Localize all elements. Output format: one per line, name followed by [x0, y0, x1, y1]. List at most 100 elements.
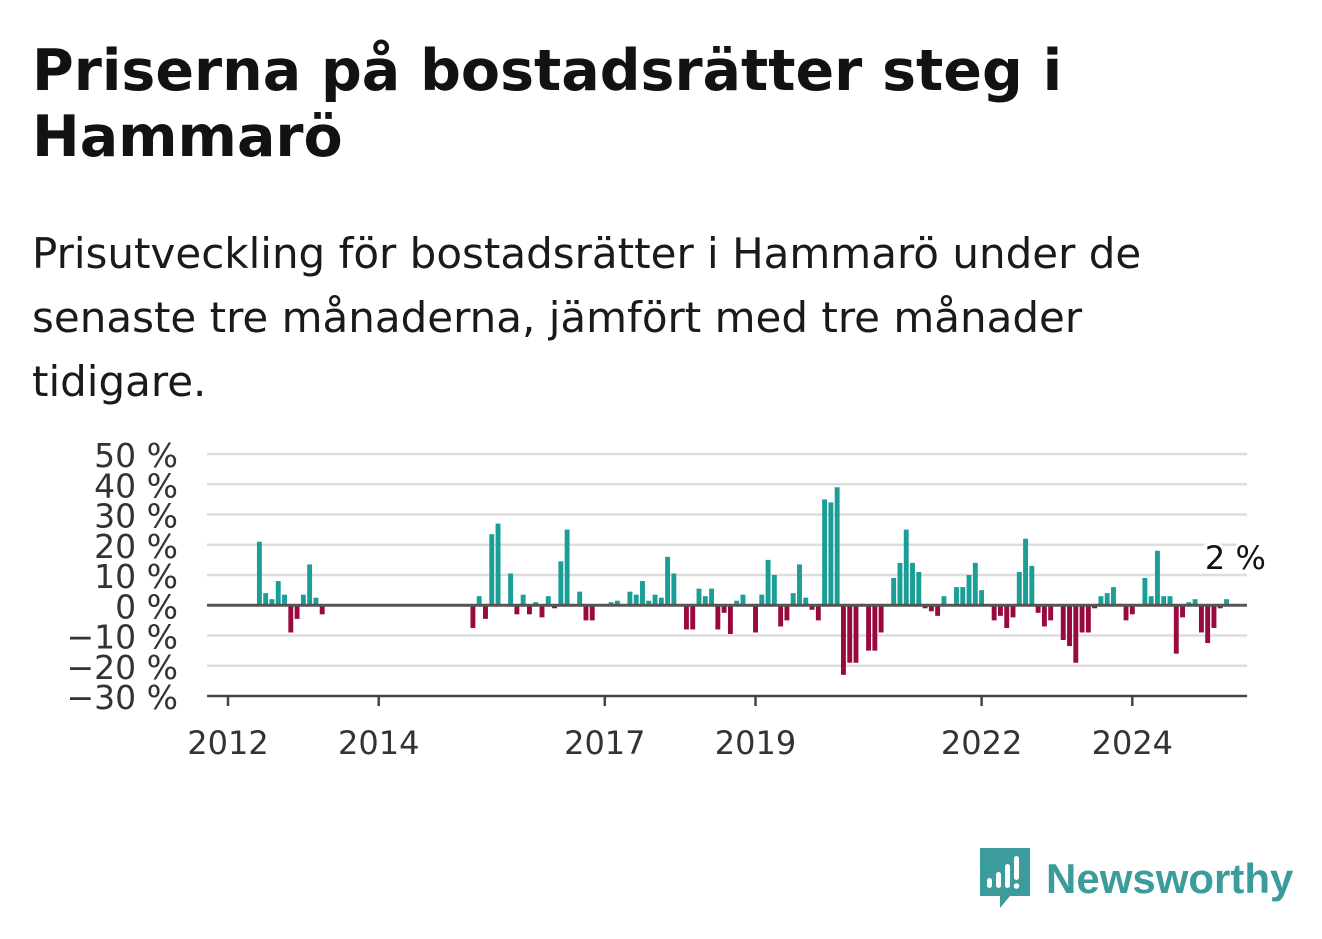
- bar: [690, 605, 696, 630]
- bar: [1048, 605, 1054, 621]
- bar: [652, 594, 658, 606]
- bar: [853, 605, 859, 663]
- bar: [941, 596, 947, 606]
- bar: [294, 605, 300, 619]
- bar: [282, 594, 287, 606]
- bar: [997, 605, 1003, 616]
- bar: [627, 591, 633, 606]
- bar: [614, 600, 620, 606]
- bar: [489, 534, 495, 606]
- bar: [1029, 565, 1035, 606]
- bar: [307, 564, 313, 606]
- bar: [809, 605, 815, 610]
- bar: [916, 571, 922, 606]
- x-tick-label: 2024: [1092, 724, 1173, 760]
- bar: [866, 605, 872, 651]
- y-tick-label: −30 %: [67, 678, 179, 717]
- bar: [759, 594, 765, 606]
- bar: [646, 600, 652, 606]
- bar: [715, 605, 721, 630]
- bar: [577, 591, 583, 606]
- y-tick-label: 20 %: [94, 527, 178, 566]
- bar: [803, 597, 809, 606]
- bar: [979, 590, 985, 606]
- bar: [1129, 605, 1135, 615]
- bar: [1205, 605, 1211, 644]
- bar: [903, 529, 909, 606]
- bar: [784, 605, 790, 621]
- bar: [683, 605, 689, 630]
- bar: [269, 599, 275, 606]
- bar: [696, 588, 702, 606]
- brand-name: Newsworthy: [1046, 855, 1294, 902]
- bar: [1035, 605, 1041, 613]
- bar: [935, 605, 941, 616]
- bar: [972, 562, 978, 606]
- bar: [476, 596, 482, 606]
- bar: [922, 605, 928, 609]
- bar: [778, 605, 784, 627]
- y-axis-tick-labels: 50 %40 %30 %20 %10 %0 %−10 %−20 %−30 %: [67, 436, 179, 717]
- bar: [790, 593, 796, 606]
- bar: [960, 587, 966, 606]
- bar: [640, 581, 645, 606]
- y-tick-label: 0 %: [115, 587, 178, 626]
- bar: [300, 594, 306, 606]
- bar-chart: 50 %40 %30 %20 %10 %0 %−10 %−20 %−30 % 2…: [67, 436, 1269, 760]
- bar: [256, 541, 262, 606]
- bar: [709, 588, 715, 606]
- bar: [288, 605, 294, 633]
- bar: [1154, 550, 1160, 606]
- bar: [508, 573, 514, 606]
- bar: [583, 605, 589, 621]
- bar: [1098, 596, 1104, 606]
- x-tick-label: 2017: [564, 724, 645, 760]
- bar: [753, 605, 758, 633]
- bar: [1073, 605, 1079, 663]
- y-tick-label: −10 %: [67, 618, 179, 657]
- bar: [740, 594, 746, 606]
- bar: [313, 597, 319, 606]
- bar: [1148, 596, 1154, 606]
- bars: [256, 487, 1229, 675]
- bar: [1192, 599, 1198, 606]
- bar: [702, 596, 708, 606]
- bar: [910, 562, 915, 606]
- bar: [1211, 605, 1217, 628]
- x-tick-label: 2019: [715, 724, 796, 760]
- x-tick-label: 2014: [338, 724, 419, 760]
- bar: [589, 605, 595, 621]
- bar: [1092, 605, 1098, 609]
- bar: [545, 596, 551, 606]
- bar: [1067, 605, 1072, 647]
- bar: [552, 605, 558, 609]
- bar: [1004, 605, 1010, 628]
- bar: [1079, 605, 1085, 633]
- bar: [822, 499, 828, 606]
- bar: [564, 529, 570, 606]
- bar: [797, 564, 802, 606]
- bar: [558, 561, 564, 606]
- gridlines: [207, 452, 1247, 667]
- brand: Newsworthy: [980, 848, 1293, 910]
- bar: [608, 602, 614, 606]
- bar: [878, 605, 884, 633]
- y-tick-label: 30 %: [94, 497, 178, 536]
- bar: [721, 605, 727, 613]
- bar: [966, 575, 972, 606]
- bar: [1198, 605, 1204, 633]
- bar: [1104, 593, 1110, 606]
- bar: [1085, 605, 1091, 633]
- bar: [1016, 571, 1022, 606]
- chart-subtitle: Prisutveckling för bostadsrätter i Hamma…: [32, 229, 1142, 406]
- bar: [840, 605, 846, 675]
- annotations: 2 %: [1202, 536, 1269, 580]
- bar: [658, 597, 664, 606]
- bar: [533, 602, 539, 606]
- latest-value-label: 2 %: [1205, 539, 1266, 577]
- y-tick-label: 10 %: [94, 557, 178, 596]
- bar: [483, 605, 488, 619]
- y-tick-label: −20 %: [67, 648, 179, 687]
- bar: [727, 605, 733, 634]
- bar: [1217, 605, 1223, 609]
